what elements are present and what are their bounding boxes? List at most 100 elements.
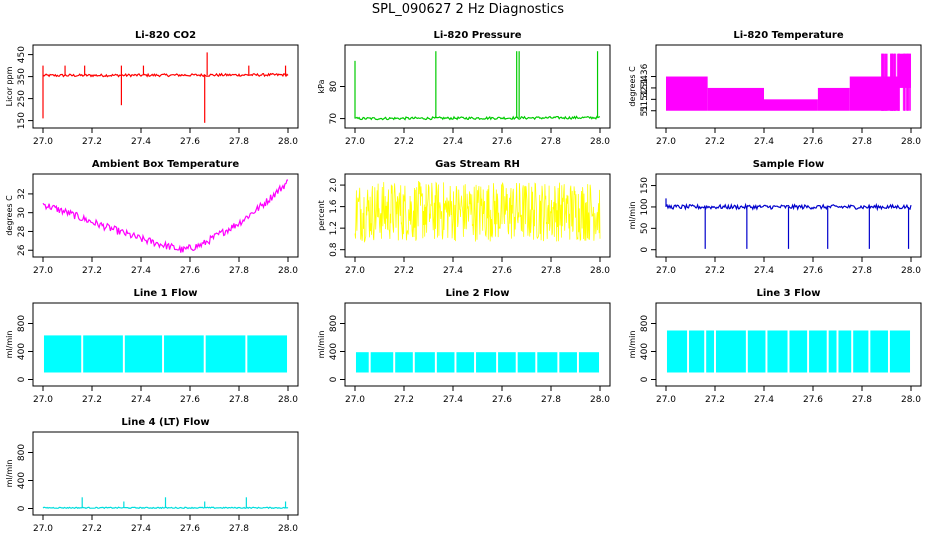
data-segment [578,352,600,373]
data-segment [706,330,715,373]
data-segment [666,330,688,373]
data-segment [43,335,82,373]
x-tick-label: 27.2 [82,524,102,534]
chart-title: Line 3 Flow [757,288,821,299]
x-tick-label: 27.6 [492,266,512,276]
x-tick-label: 27.8 [541,266,561,276]
x-tick-label: 27.4 [131,395,151,405]
plot-frame [32,44,299,129]
plot-frame [655,173,922,258]
chart-panel-2: Li-820 Pressure 27.0 27.2 27.4 27.6 27.8 28.0 7… [317,30,611,147]
x-tick-label: 27.0 [656,266,676,276]
y-axis-label: ml/min [5,331,14,359]
y-tick-label: 28 [17,225,27,237]
series-8 [355,352,600,373]
y-tick-label: 51.32 [640,86,650,112]
x-tick-label: 27.6 [803,395,823,405]
x-tick-label: 27.2 [394,137,414,147]
y-tick-label: 800 [17,315,27,332]
y-tick-label: 1.6 [329,199,339,214]
y-tick-label: 30 [17,207,27,219]
chart-panel-7: Line 1 Flow 27.0 27.2 27.4 27.6 27.8 28.0 0 400 8… [5,288,299,405]
y-tick-label: 32 [17,188,27,199]
data-segment [395,352,413,373]
y-tick-label: 400 [17,472,27,489]
series-1 [42,52,289,123]
chart-title: Line 2 Flow [446,288,510,299]
y-tick-label: 400 [640,343,650,360]
y-tick-label: 450 [17,46,27,63]
data-band [764,99,818,111]
x-tick-label: 28.0 [278,524,298,534]
x-tick-label: 27.4 [443,395,463,405]
data-segment [414,352,435,373]
x-tick-label: 27.6 [492,395,512,405]
x-tick-label: 27.4 [443,266,463,276]
x-tick-label: 27.6 [180,524,200,534]
data-segment [689,330,705,373]
y-tick-label: 80 [329,81,339,93]
chart-title: Li-820 CO2 [135,30,196,41]
chart-title: Li-820 Pressure [433,30,521,41]
series-2 [354,51,601,121]
data-noise [354,180,601,243]
data-segment [436,352,455,373]
chart-panel-6: Sample Flow 27.0 27.2 27.4 27.6 27.8 28.0 0 50 10… [628,159,922,276]
x-tick-label: 27.2 [82,137,102,147]
y-tick-label: 70 [329,113,339,125]
chart-title: Sample Flow [753,159,825,170]
data-segment [559,352,577,373]
data-segment [247,335,288,373]
chart-panel-4: Ambient Box Temperature 27.0 27.2 27.4 27.6 2… [5,159,299,276]
data-segment [838,330,852,373]
x-tick-label: 28.0 [590,137,610,147]
x-tick-label: 28.0 [278,266,298,276]
chart-title: Line 4 (LT) Flow [121,417,209,428]
data-segment [747,330,766,373]
data-segment [537,352,558,373]
data-line [42,179,289,253]
y-axis-label: ml/min [317,331,326,359]
data-line [665,202,912,212]
data-segment [889,330,911,373]
x-tick-label: 27.0 [33,137,53,147]
plot-frame [655,302,922,387]
data-segment [870,330,888,373]
x-tick-label: 27.8 [541,137,561,147]
y-tick-label: 150 [640,177,650,194]
data-band [707,87,764,111]
x-tick-label: 27.8 [541,395,561,405]
x-tick-label: 27.6 [803,137,823,147]
plot-frame [32,173,299,258]
data-segment [828,330,837,373]
y-tick-label: 51 [640,105,650,116]
y-axis-label: degrees C [628,66,637,107]
data-line [42,72,289,78]
y-axis-label: percent [317,200,326,231]
y-tick-label: 800 [640,315,650,332]
data-segment [789,330,808,373]
y-tick-label: 1.2 [329,221,339,235]
x-tick-label: 27.6 [180,137,200,147]
x-tick-label: 27.4 [443,137,463,147]
x-tick-label: 28.0 [590,266,610,276]
x-tick-label: 27.4 [131,137,151,147]
y-tick-label: 26 [17,244,27,256]
y-tick-label: 2.0 [329,178,339,193]
y-axis-label: ml/min [628,202,637,230]
x-tick-label: 27.6 [803,266,823,276]
x-tick-label: 28.0 [901,137,921,147]
y-tick-label: 400 [17,343,27,360]
y-tick-label: 800 [17,444,27,461]
series-6 [665,198,912,249]
y-tick-label: 0.8 [329,242,339,257]
x-tick-label: 28.0 [590,395,610,405]
data-segment [853,330,869,373]
chart-panel-8: Line 2 Flow 27.0 27.2 27.4 27.6 27.8 28.0 0 400 8… [317,288,611,405]
chart-panel-9: Line 3 Flow 27.0 27.2 27.4 27.6 27.8 28.0 0 400 8… [628,288,922,405]
x-tick-label: 27.8 [852,266,872,276]
x-tick-label: 27.2 [705,395,725,405]
data-segment [517,352,536,373]
y-axis-label: ml/min [628,331,637,359]
data-segment [164,335,204,373]
